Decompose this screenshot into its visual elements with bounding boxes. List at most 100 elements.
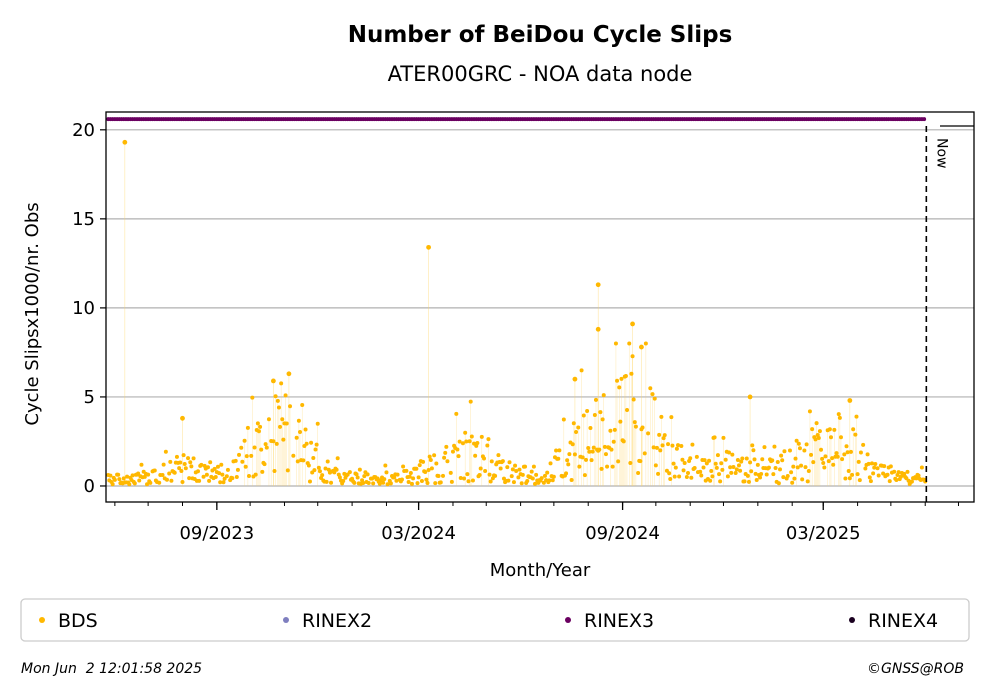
bds-point [750, 443, 755, 448]
bds-point [110, 482, 115, 487]
x-tick-label: 03/2024 [381, 523, 456, 544]
bds-point [467, 439, 472, 444]
bds-point [734, 467, 739, 472]
bds-point [196, 469, 201, 474]
bds-point [571, 421, 576, 426]
bds-point [682, 460, 687, 465]
bds-point [902, 471, 907, 476]
bds-point [217, 471, 222, 476]
bds-point [728, 465, 733, 470]
bds-point [272, 468, 277, 473]
bds-point [760, 457, 765, 462]
bds-point [731, 465, 736, 470]
bds-point [850, 472, 855, 477]
bds-point [533, 481, 538, 486]
bds-point [805, 479, 810, 484]
bds-point [730, 452, 735, 457]
bds-point [610, 464, 615, 469]
bds-point [591, 445, 596, 450]
bds-point [284, 421, 289, 426]
bds-point [201, 474, 206, 479]
bds-point [514, 469, 519, 474]
bds-point [362, 474, 367, 479]
bds-point [337, 475, 342, 480]
bds-point [460, 441, 465, 446]
bds-point [809, 452, 814, 457]
bds-point [648, 386, 653, 391]
bds-point [909, 479, 914, 484]
bds-point [130, 473, 135, 478]
bds-point [873, 461, 878, 466]
bds-point [807, 409, 812, 414]
bds-point [264, 445, 269, 450]
bds-point [779, 453, 784, 458]
bds-point [608, 428, 613, 433]
bds-point [381, 480, 386, 485]
bds-point [357, 467, 362, 472]
bds-point [830, 456, 835, 461]
legend-label-rinex3: RINEX3 [584, 610, 654, 632]
rinex3-point [922, 117, 927, 122]
bds-point [718, 479, 723, 484]
bds-point [894, 478, 899, 483]
bds-point [255, 421, 260, 426]
bds-point [433, 481, 438, 486]
bds-point [828, 435, 833, 440]
bds-point [325, 459, 330, 464]
bds-point [547, 478, 552, 483]
bds-point [674, 446, 679, 451]
bds-point [681, 468, 686, 473]
bds-point [736, 463, 741, 468]
bds-point [276, 405, 281, 410]
bds-point [208, 460, 213, 465]
bds-point [738, 468, 743, 473]
bds-point [592, 413, 597, 418]
bds-point [278, 424, 283, 429]
bds-point [603, 452, 608, 457]
bds-point [274, 441, 279, 446]
bds-point [448, 470, 453, 475]
bds-point [395, 472, 400, 477]
bds-point [727, 450, 732, 455]
bds-point [288, 404, 293, 409]
bds-point [617, 385, 622, 390]
bds-point [283, 393, 288, 398]
bds-point [749, 469, 754, 474]
bds-point [766, 465, 771, 470]
bds-point [601, 393, 606, 398]
footer-credit: ©GNSS@ROB [867, 661, 964, 677]
bds-point [871, 471, 876, 476]
bds-point [789, 470, 794, 475]
bds-point [377, 481, 382, 486]
bds-point [851, 427, 856, 432]
bds-point [739, 459, 744, 464]
bds-point [116, 472, 121, 477]
bds-point [692, 465, 697, 470]
bds-point [218, 480, 223, 485]
bds-point [411, 476, 416, 481]
bds-point [213, 475, 218, 480]
bds-point [842, 452, 847, 457]
bds-point [550, 478, 555, 483]
bds-point [556, 456, 561, 461]
bds-point [868, 479, 873, 484]
bds-point [723, 457, 728, 462]
bds-point [653, 463, 658, 468]
bds-point [496, 453, 501, 458]
bds-point [385, 482, 390, 487]
bds-point [493, 473, 498, 478]
bds-point [279, 381, 284, 386]
bds-point [152, 468, 157, 473]
bds-point [445, 459, 450, 464]
bds-point [671, 461, 676, 466]
bds-point [613, 341, 618, 346]
bds-point [408, 470, 413, 475]
bds-point [478, 466, 483, 471]
bds-point [186, 456, 191, 461]
bds-point [266, 417, 271, 422]
bds-point [701, 465, 706, 470]
bds-point [295, 459, 300, 464]
bds-point [127, 482, 132, 487]
bds-point [167, 471, 172, 476]
bds-point [746, 479, 751, 484]
